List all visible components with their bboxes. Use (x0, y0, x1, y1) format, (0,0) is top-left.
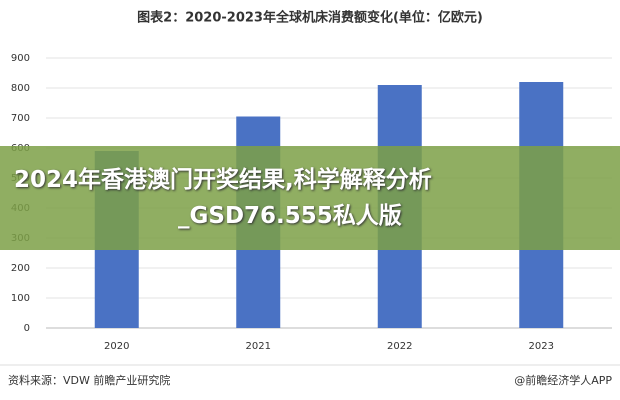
x-tick-label: 2023 (529, 341, 554, 352)
y-tick-label: 0 (24, 323, 30, 334)
banner-line: _GSD76.555私人版 (178, 203, 402, 229)
source: 资料来源：VDW 前瞻产业研究院 (8, 373, 170, 387)
x-tick-label: 2022 (387, 341, 412, 352)
credit: @前瞻经济学人APP (514, 373, 612, 387)
y-tick-label: 200 (11, 263, 30, 274)
y-tick-label: 100 (11, 293, 30, 304)
banner-line: 2024年香港澳门开奖结果,科学解释分析 (14, 167, 432, 193)
y-tick-label: 700 (11, 113, 30, 124)
chart-title: 图表2：2020-2023年全球机床消费额变化(单位：亿欧元) (137, 10, 483, 26)
y-tick-label: 800 (11, 83, 30, 94)
banner: 2024年香港澳门开奖结果,科学解释分析 _GSD76.555私人版 (0, 146, 620, 250)
x-tick-label: 2020 (104, 341, 129, 352)
y-tick-label: 900 (11, 53, 30, 64)
x-tick-label: 2021 (246, 341, 271, 352)
